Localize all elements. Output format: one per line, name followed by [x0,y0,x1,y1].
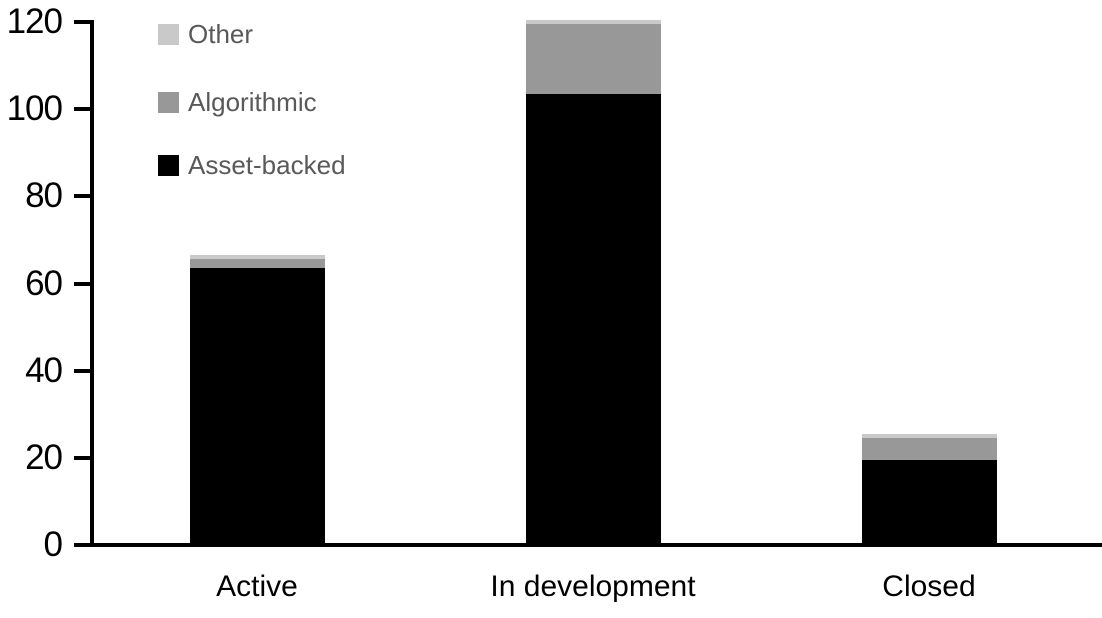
category-label-active: Active [216,570,298,603]
y-tick-label: 60 [25,263,63,303]
legend-item-algorithmic: Algorithmic [158,87,458,122]
y-tick-label: 20 [25,437,63,477]
legend-label: Algorithmic [188,87,317,117]
y-tick [74,194,90,199]
legend-item-asset-backed: Asset-backed [158,150,458,185]
y-tick [74,20,90,24]
y-tick [74,107,90,112]
legend-swatch-icon [158,24,179,45]
legend-item-other: Other [158,19,458,54]
legend-label: Asset-backed [188,150,346,180]
bar-segment-asset-backed-in-development [526,94,661,543]
y-axis-line [90,20,94,547]
bar-segment-algorithmic-in-development [526,24,661,94]
legend-swatch-icon [158,155,179,176]
y-tick-label: 100 [6,89,63,129]
x-axis-line [90,543,1102,547]
y-tick [74,543,90,547]
bar-segment-asset-backed-closed [862,460,997,543]
category-label-in-development: In development [490,570,696,603]
y-tick-label: 40 [25,350,63,390]
bar-segment-other-closed [862,434,997,438]
legend-swatch-icon [158,92,179,113]
bar-segment-algorithmic-closed [862,438,997,460]
y-tick-label: 0 [43,525,63,564]
y-tick-label: 120 [6,2,63,41]
bar-segment-algorithmic-active [190,259,325,268]
legend-label: Other [188,19,254,49]
bar-segment-other-in-development [526,20,661,24]
y-tick [74,281,90,286]
legend: Other Algorithmic Asset-backed [158,0,458,200]
y-tick [74,455,90,460]
y-tick [74,368,90,373]
bar-segment-other-active [190,255,325,259]
category-label-closed: Closed [882,570,976,603]
y-tick-label: 80 [25,176,63,216]
bar-segment-asset-backed-active [190,268,325,543]
